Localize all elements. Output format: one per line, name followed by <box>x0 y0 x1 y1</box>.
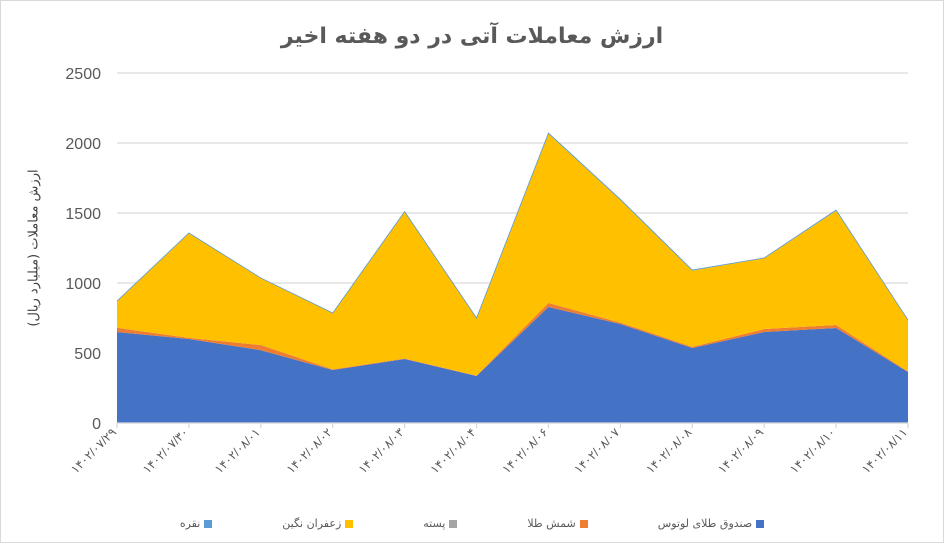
y-tick-label: 2500 <box>65 66 101 83</box>
legend-item: نقره <box>179 517 213 530</box>
y-tick-label: 1000 <box>65 276 101 293</box>
top-edge-line <box>116 132 909 321</box>
x-tick-label: ۱۴۰۲/۰۸/۰۹ <box>715 425 766 476</box>
x-tick-label: ۱۴۰۲/۰۸/۰۳ <box>356 425 407 476</box>
x-tick-label: ۱۴۰۲/۰۸/۰۸ <box>643 425 694 476</box>
legend-label: صندوق طلای لوتوس <box>657 517 753 530</box>
chart-title: ارزش معاملات آتی در دو هفته اخیر <box>280 24 664 49</box>
legend-label: پسته <box>423 517 446 530</box>
legend-swatch-icon <box>204 519 213 528</box>
y-axis-ticks: 0 500 1000 1500 2000 2500 <box>65 66 101 433</box>
legend-label: شمش طلا <box>527 517 576 530</box>
x-tick-label: ۱۴۰۲/۰۸/۰۷ <box>571 425 622 476</box>
x-tick-label: ۱۴۰۲/۰۸/۰۶ <box>499 425 550 476</box>
legend-label: زعفران نگین <box>282 517 342 530</box>
legend-swatch-icon <box>449 519 458 528</box>
area-series-path <box>117 133 908 376</box>
legend-item: پسته <box>423 517 458 530</box>
area-series <box>116 132 909 423</box>
y-tick-label: 1500 <box>65 206 101 223</box>
legend-item: زعفران نگین <box>282 517 354 530</box>
y-tick-label: 0 <box>92 416 101 433</box>
area-series-path <box>117 306 908 423</box>
y-tick-label: 2000 <box>65 136 101 153</box>
legend-swatch-icon <box>579 519 588 528</box>
legend-item: شمش طلا <box>527 517 588 530</box>
area-series-path <box>117 303 908 376</box>
x-tick-label: ۱۴۰۲/۰۸/۰۴ <box>428 425 479 476</box>
x-tick-label: ۱۴۰۲/۰۸/۱۱ <box>859 425 910 476</box>
legend-swatch-icon <box>345 519 354 528</box>
legend-swatch-icon <box>756 519 765 528</box>
x-axis-ticks: ۱۴۰۲/۰۷/۲۹ ۱۴۰۲/۰۷/۳۰ ۱۴۰۲/۰۸/۰۱ ۱۴۰۲/۰۸/۰۲… <box>68 422 910 476</box>
legend-label: نقره <box>179 517 201 530</box>
x-tick-label: ۱۴۰۲/۰۸/۱۰ <box>787 425 838 476</box>
x-tick-label: ۱۴۰۲/۰۸/۰۱ <box>212 425 263 476</box>
x-tick-label: ۱۴۰۲/۰۷/۳۰ <box>140 425 191 476</box>
chart-legend: صندوق طلای لوتوس شمش طلا پسته زعفران نگین نق… <box>0 517 944 530</box>
y-tick-label: 500 <box>74 346 101 363</box>
x-tick-label: ۱۴۰۲/۰۸/۰۲ <box>284 425 335 476</box>
legend-item: صندوق طلای لوتوس <box>657 517 765 530</box>
